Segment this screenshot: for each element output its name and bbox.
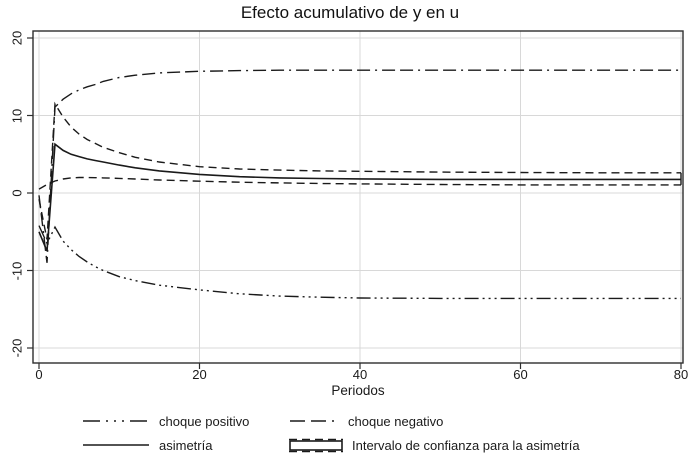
legend-item-asimetria: asimetría: [82, 436, 212, 454]
dash-dot-dot-dot-line-icon: [83, 420, 149, 422]
longdash-dot-line-icon: [290, 420, 339, 422]
series-line-2: [38, 142, 681, 252]
x-tick-label: 40: [352, 367, 368, 382]
legend-label: choque negativo: [348, 413, 444, 429]
y-tick-label: -20: [9, 338, 25, 358]
x-tick-label: 80: [673, 367, 689, 382]
x-tick-label: 60: [513, 367, 528, 382]
solid-line-icon: [83, 444, 149, 446]
legend-label: Intervalo de confianza para la asimetría: [352, 437, 580, 453]
legend-label: asimetría: [159, 437, 213, 453]
y-tick-label: 10: [9, 108, 25, 123]
series-line-1: [38, 69, 681, 263]
series-line-4: [38, 176, 681, 190]
plot-border: [32, 30, 684, 364]
confidence-interval-box-icon: [289, 438, 343, 452]
legend-item-choque-positivo: choque positivo: [82, 412, 249, 430]
x-tick-label: 0: [35, 367, 43, 382]
x-axis-title: Periodos: [331, 383, 385, 398]
x-tick-label: 20: [192, 367, 207, 382]
y-tick-label: 20: [9, 30, 25, 46]
y-tick-label: -10: [9, 261, 25, 280]
series-line-3: [38, 101, 681, 240]
legend-item-intervalo-confianza: Intervalo de confianza para la asimetría: [289, 436, 580, 454]
legend-item-choque-negativo: choque negativo: [289, 412, 443, 430]
legend-label: choque positivo: [159, 413, 250, 429]
y-tick-label: 0: [9, 189, 25, 197]
chart-title: Efecto acumulativo de y en u: [240, 3, 460, 22]
